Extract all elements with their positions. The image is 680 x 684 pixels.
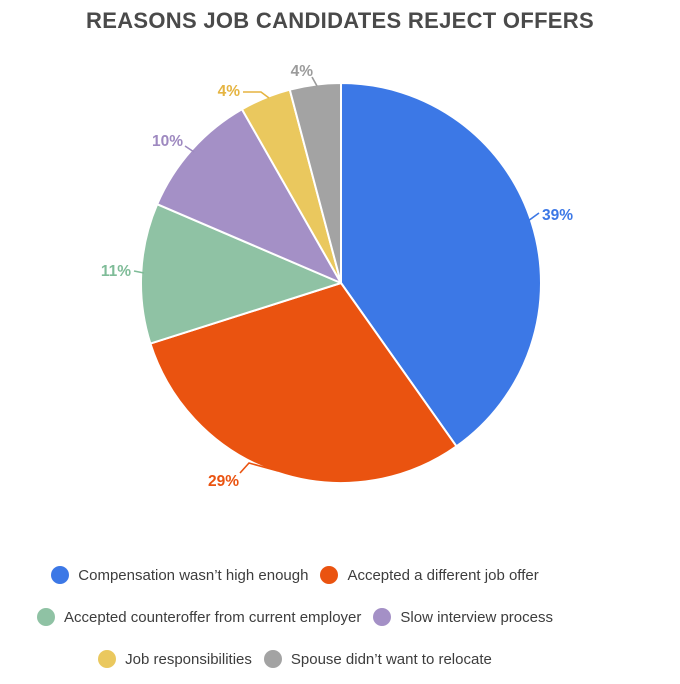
legend-item-2: Accepted counteroffer from current emplo… <box>37 608 361 626</box>
pie-slice-0[interactable] <box>340 82 542 448</box>
legend-label: Job responsibilities <box>125 650 252 668</box>
slice-value-label-3: 10% <box>152 133 183 150</box>
legend-row: Job responsibilities Spouse didn’t want t… <box>98 650 492 668</box>
legend-item-4: Job responsibilities <box>98 650 252 668</box>
slice-value-label-5: 4% <box>291 63 314 80</box>
legend-item-3: Slow interview process <box>373 608 553 626</box>
legend: Compensation wasn’t high enough Accepted … <box>0 566 590 668</box>
slice-value-label-2: 11% <box>101 263 131 280</box>
legend-label: Compensation wasn’t high enough <box>78 566 309 584</box>
pie-slice-1[interactable] <box>149 282 458 484</box>
slice-leader-line-1 <box>239 462 279 474</box>
legend-swatch-icon <box>51 566 70 584</box>
slice-leader-line-3 <box>184 145 195 153</box>
slice-leader-line-0 <box>527 212 540 222</box>
slice-leader-line-5 <box>311 76 318 87</box>
legend-item-5: Spouse didn’t want to relocate <box>263 650 492 668</box>
legend-swatch-icon <box>320 566 339 584</box>
legend-swatch-icon <box>98 650 117 668</box>
pie-chart: 39% 29% 11% 10% 4% 4% <box>101 63 573 490</box>
legend-item-0: Compensation wasn’t high enough <box>51 566 308 584</box>
legend-swatch-icon <box>373 608 392 626</box>
legend-swatch-icon <box>263 650 282 668</box>
legend-label: Accepted a different job offer <box>347 566 539 584</box>
legend-item-1: Accepted a different job offer <box>320 566 539 584</box>
legend-label: Accepted counteroffer from current emplo… <box>64 608 362 626</box>
legend-swatch-icon <box>37 608 56 626</box>
chart-title: REASONS JOB CANDIDATES REJECT OFFERS <box>86 8 594 33</box>
pie-slice-2[interactable] <box>140 203 342 345</box>
slice-value-label-1: 29% <box>208 473 239 490</box>
legend-label: Slow interview process <box>400 608 553 626</box>
slice-leader-line-4 <box>243 91 270 99</box>
slice-value-label-0: 39% <box>542 207 573 224</box>
pie-slice-5[interactable] <box>288 82 342 284</box>
slice-leader-line-2 <box>133 270 145 274</box>
legend-label: Spouse didn’t want to relocate <box>290 650 492 668</box>
legend-row: Accepted counteroffer from current emplo… <box>37 608 553 626</box>
legend-row: Compensation wasn’t high enough Accepted … <box>51 566 539 584</box>
slice-value-label-4: 4% <box>218 83 241 100</box>
